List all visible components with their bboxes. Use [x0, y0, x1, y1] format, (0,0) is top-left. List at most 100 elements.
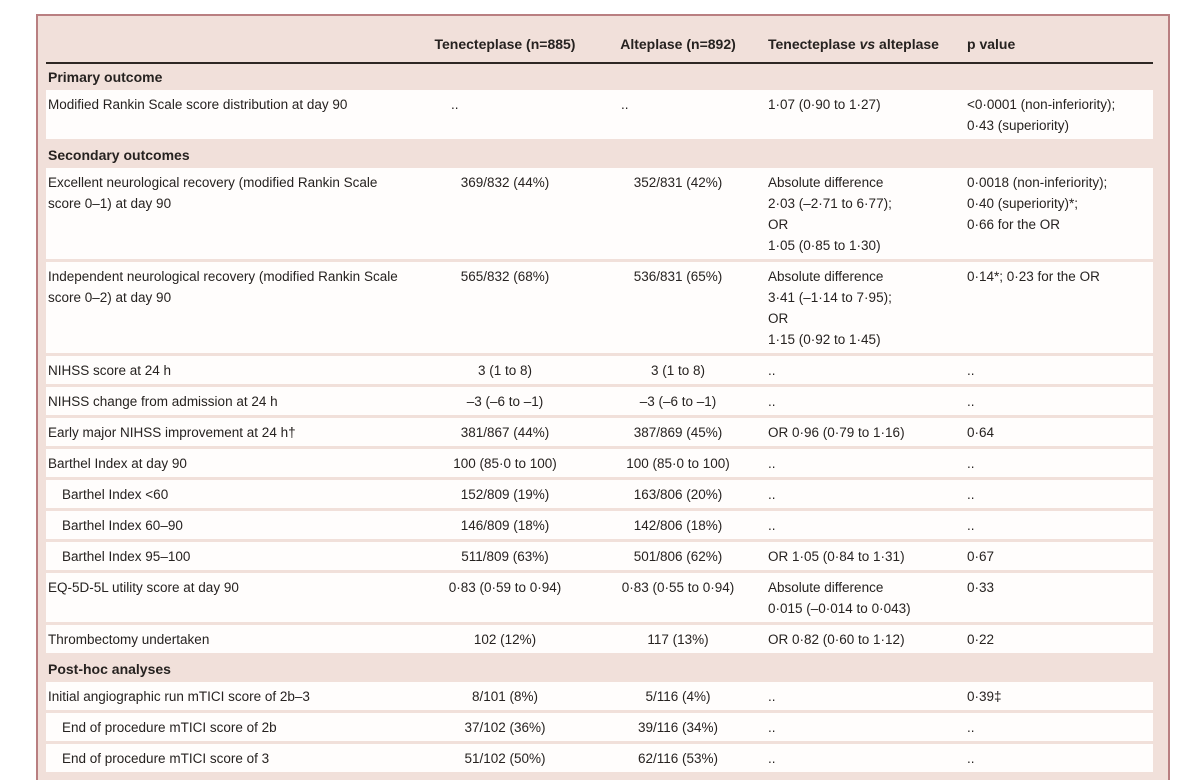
comparison-cell: OR 0·82 (0·60 to 1·12): [768, 632, 905, 647]
p-value-cell: ..: [967, 394, 975, 409]
p-value-cell: ..: [967, 456, 975, 471]
p-value-cell: <0·0001 (non-inferiority); 0·43 (superio…: [967, 97, 1116, 133]
table-row: NIHSS score at 24 h 3 (1 to 8) 3 (1 to 8).…: [46, 356, 1153, 384]
alteplase-cell: 62/116 (53%): [637, 751, 719, 766]
p-value-cell: ..: [967, 720, 975, 735]
comparison-cell: OR 0·96 (0·79 to 1·16): [768, 425, 905, 440]
p-value-cell: 0·14*; 0·23 for the OR: [967, 269, 1100, 284]
column-header-tenecteplase: Tenecteplase (n=885): [434, 36, 576, 52]
table-row: Barthel Index 95–100 511/809 (63%) 501/806…: [46, 542, 1153, 570]
p-value-cell: 0·33: [967, 580, 995, 595]
comparison-cell: ..: [768, 751, 776, 766]
column-header-comparison: Tenecteplase vs alteplase: [766, 35, 962, 53]
p-value-cell: ..: [967, 363, 975, 378]
header-rule-divider: [46, 62, 1153, 64]
row-label-cell: End of procedure mTICI score of 3: [62, 751, 270, 766]
tenecteplase-cell: 152/809 (19%): [460, 487, 550, 502]
table-row: Excellent neurological recovery (modifie…: [46, 168, 1153, 259]
comparison-header-vs: vs: [859, 36, 876, 52]
comparison-header-post: alteplase: [875, 36, 939, 52]
alteplase-cell: –3 (–6 to –1): [639, 394, 717, 409]
comparison-cell: Absolute difference 3·41 (–1·14 to 7·95)…: [768, 269, 892, 347]
p-value-cell: 0·39‡: [967, 689, 1002, 704]
table-row: End of procedure mTICI score of 2b 37/102…: [46, 713, 1153, 741]
comparison-cell: ..: [768, 456, 776, 471]
alteplase-cell: 39/116 (34%): [637, 720, 719, 735]
tenecteplase-cell: 511/809 (63%): [461, 549, 549, 564]
table-row: Barthel Index at day 90 100 (85·0 to 100)…: [46, 449, 1153, 477]
comparison-cell: 1·07 (0·90 to 1·27): [768, 97, 881, 112]
tenecteplase-cell: 565/832 (68%): [460, 269, 550, 284]
alteplase-cell: 142/806 (18%): [633, 518, 723, 533]
column-header-outcome: [46, 35, 420, 53]
comparison-cell: Absolute difference 2·03 (–2·71 to 6·77)…: [768, 175, 892, 253]
row-label-cell: Barthel Index at day 90: [48, 456, 187, 471]
p-value-cell: 0·22: [967, 632, 995, 647]
row-label-cell: NIHSS change from admission at 24 h: [48, 394, 278, 409]
alteplase-cell: 352/831 (42%): [633, 175, 723, 190]
row-label-cell: Thrombectomy undertaken: [48, 632, 210, 647]
p-value-cell: ..: [967, 487, 975, 502]
row-label-cell: NIHSS score at 24 h: [48, 363, 172, 378]
tenecteplase-cell: 51/102 (50%): [464, 751, 546, 766]
tenecteplase-cell: 146/809 (18%): [460, 518, 550, 533]
row-label-cell: Barthel Index 95–100: [62, 549, 191, 564]
table-row: Barthel Index 60–90 146/809 (18%) 142/806 …: [46, 511, 1153, 539]
alteplase-cell: 536/831 (65%): [633, 269, 723, 284]
results-table-panel: Tenecteplase (n=885) Alteplase (n=892) T…: [36, 14, 1170, 780]
row-label-cell: Excellent neurological recovery (modifie…: [48, 175, 378, 211]
comparison-cell: ..: [768, 394, 776, 409]
p-value-cell: 0·0018 (non-inferiority); 0·40 (superior…: [967, 175, 1108, 232]
row-label-cell: EQ-5D-5L utility score at day 90: [48, 580, 239, 595]
alteplase-cell: 0·83 (0·55 to 0·94): [621, 580, 735, 595]
p-value-cell: ..: [967, 518, 975, 533]
alteplase-cell: 3 (1 to 8): [650, 363, 706, 378]
alteplase-cell: 387/869 (45%): [633, 425, 723, 440]
table-row: End of procedure mTICI score of 3 51/102 …: [46, 744, 1153, 772]
tenecteplase-cell: 100 (85·0 to 100): [453, 456, 557, 471]
alteplase-cell: ..: [621, 97, 629, 112]
section-header: Primary outcome: [48, 69, 163, 85]
row-label-cell: Independent neurological recovery (modif…: [48, 269, 398, 305]
p-value-cell: 0·67: [967, 549, 995, 564]
comparison-cell: ..: [768, 487, 776, 502]
row-label-cell: Barthel Index 60–90: [62, 518, 183, 533]
tenecteplase-cell: 3 (1 to 8): [477, 363, 533, 378]
row-label-cell: Initial angiographic run mTICI score of …: [48, 689, 310, 704]
table-row: NIHSS change from admission at 24 h –3 (–…: [46, 387, 1153, 415]
column-header-p-value: p value: [967, 36, 1016, 52]
tenecteplase-cell: 8/101 (8%): [471, 689, 539, 704]
alteplase-cell: 501/806 (62%): [633, 549, 723, 564]
table-row: Independent neurological recovery (modif…: [46, 262, 1153, 353]
row-label-cell: End of procedure mTICI score of 2b: [62, 720, 277, 735]
section-header: Secondary outcomes: [48, 147, 190, 163]
tenecteplase-cell: 37/102 (36%): [464, 720, 546, 735]
comparison-cell: Absolute difference 0·015 (–0·014 to 0·0…: [768, 580, 911, 616]
row-label-cell: Barthel Index <60: [62, 487, 169, 502]
comparison-cell: ..: [768, 689, 776, 704]
comparison-cell: ..: [768, 518, 776, 533]
tenecteplase-cell: 102 (12%): [473, 632, 537, 647]
table-row: EQ-5D-5L utility score at day 90 0·83 (0·…: [46, 573, 1153, 622]
column-header-alteplase: Alteplase (n=892): [620, 36, 736, 52]
comparison-cell: OR 1·05 (0·84 to 1·31): [768, 549, 905, 564]
tenecteplase-cell: 0·83 (0·59 to 0·94): [448, 580, 562, 595]
tenecteplase-cell: –3 (–6 to –1): [466, 394, 544, 409]
tenecteplase-cell: 369/832 (44%): [460, 175, 550, 190]
table-header-row: Tenecteplase (n=885) Alteplase (n=892) T…: [46, 16, 1153, 53]
tenecteplase-cell: ..: [451, 97, 459, 112]
table-row: Initial angiographic run mTICI score of …: [46, 682, 1153, 710]
table-body: Primary outcome Modified Rankin Scale sco…: [46, 64, 1153, 772]
p-value-cell: ..: [967, 751, 975, 766]
p-value-cell: 0·64: [967, 425, 995, 440]
tenecteplase-cell: 381/867 (44%): [460, 425, 550, 440]
alteplase-cell: 163/806 (20%): [633, 487, 723, 502]
row-label-cell: Early major NIHSS improvement at 24 h†: [48, 425, 296, 440]
table-row: Modified Rankin Scale score distribution…: [46, 90, 1153, 139]
comparison-cell: ..: [768, 363, 776, 378]
alteplase-cell: 117 (13%): [647, 632, 709, 647]
comparison-header-pre: Tenecteplase: [768, 36, 860, 52]
table-row: Thrombectomy undertaken 102 (12%) 117 (13%…: [46, 625, 1153, 653]
table-row: Early major NIHSS improvement at 24 h† 38…: [46, 418, 1153, 446]
section-header: Post-hoc analyses: [48, 661, 171, 677]
